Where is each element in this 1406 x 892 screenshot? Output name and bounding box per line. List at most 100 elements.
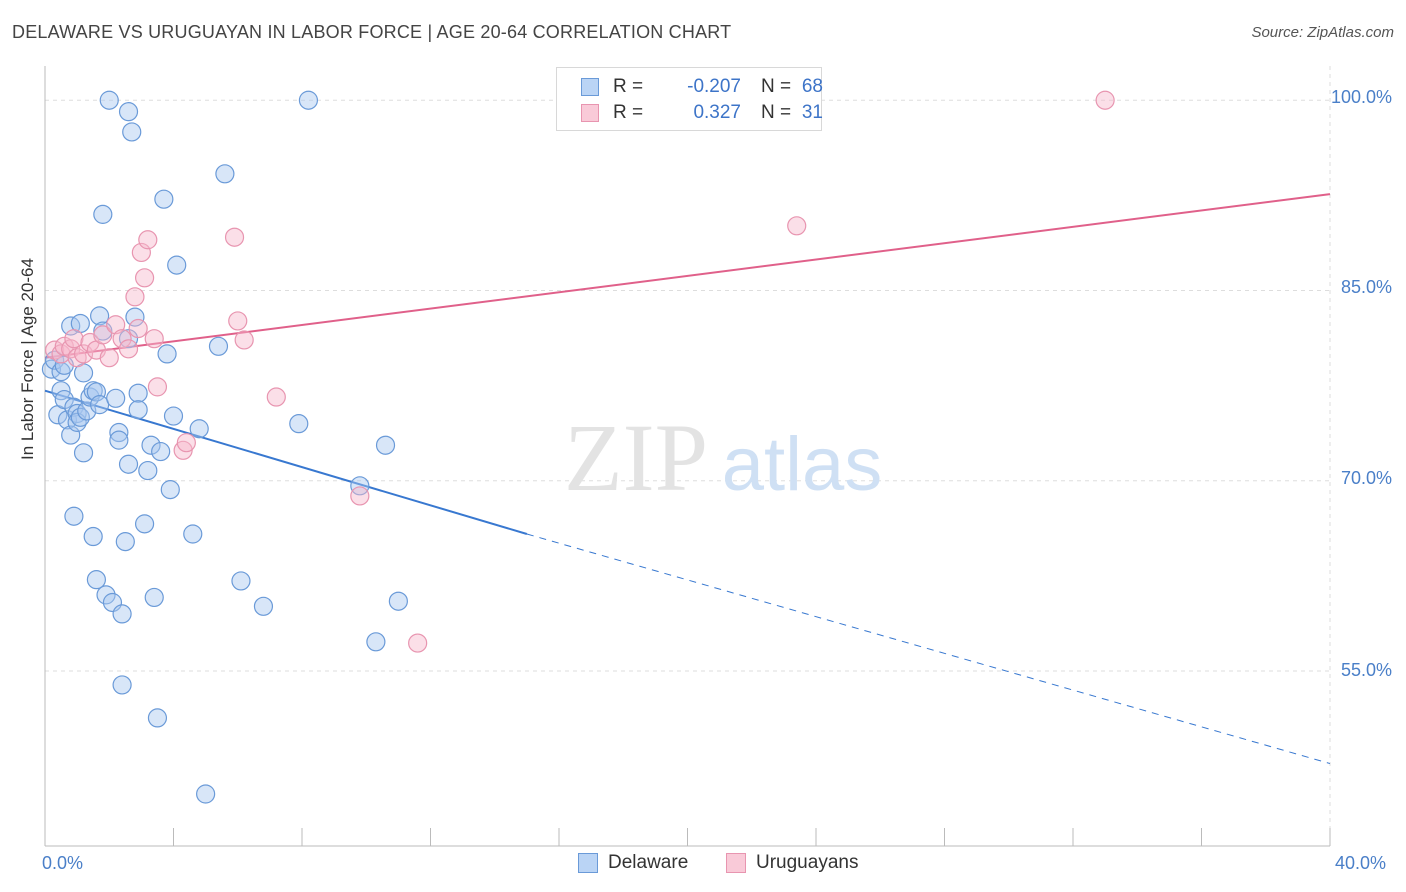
delaware-point bbox=[118, 102, 139, 122]
delaware-point bbox=[106, 388, 126, 408]
delaware-point bbox=[128, 383, 148, 403]
delaware-point bbox=[61, 425, 81, 445]
delaware-swatch bbox=[581, 78, 599, 96]
delaware-point bbox=[167, 255, 187, 275]
delaware-point bbox=[163, 406, 184, 426]
uruguayan-r-value: 0.327 bbox=[693, 102, 741, 123]
delaware-point bbox=[86, 382, 107, 402]
uruguayan-point bbox=[112, 329, 132, 349]
uruguayan-point bbox=[138, 230, 158, 250]
delaware-point bbox=[93, 204, 113, 224]
delaware-point bbox=[141, 435, 161, 455]
delaware-point bbox=[151, 441, 171, 462]
delaware-point bbox=[96, 585, 116, 605]
axes bbox=[44, 66, 1331, 847]
trend-line-delaware bbox=[44, 389, 528, 535]
uruguayan-swatch bbox=[581, 104, 599, 122]
uruguayan-point bbox=[128, 318, 148, 339]
delaware-point bbox=[122, 122, 142, 142]
y-axis-title: In Labor Force | Age 20-64 bbox=[18, 258, 37, 460]
watermark-atlas: atlas bbox=[722, 422, 883, 507]
delaware-point bbox=[231, 571, 251, 591]
trend-lines bbox=[44, 193, 1331, 765]
uruguayan-r-label: R = bbox=[613, 102, 644, 123]
x-tick-label-min: 0.0% bbox=[42, 853, 84, 873]
delaware-point bbox=[83, 526, 103, 547]
uruguayan-point bbox=[131, 242, 151, 263]
delaware-point bbox=[125, 307, 145, 327]
uruguayan-point bbox=[228, 311, 248, 331]
uruguayan-point bbox=[99, 348, 119, 368]
uruguayan-point bbox=[787, 216, 807, 236]
uruguayan-point bbox=[73, 344, 94, 364]
delaware-point bbox=[388, 591, 408, 611]
uruguayan-point bbox=[134, 268, 155, 288]
delaware-point bbox=[298, 90, 319, 110]
delaware-point bbox=[183, 524, 203, 544]
delaware-r-value: -0.207 bbox=[687, 76, 741, 97]
y-tick-label-55: 55.0% bbox=[1340, 660, 1392, 680]
delaware-point bbox=[147, 708, 168, 728]
delaware-point bbox=[366, 632, 386, 652]
delaware-point bbox=[118, 454, 139, 474]
delaware-point bbox=[138, 460, 158, 481]
delaware-point bbox=[86, 570, 107, 590]
delaware-point bbox=[54, 389, 74, 410]
uruguayan-point bbox=[408, 633, 428, 653]
delaware-point bbox=[109, 422, 129, 443]
uruguayan-point bbox=[93, 325, 113, 345]
delaware-point bbox=[118, 329, 139, 349]
delaware-point bbox=[160, 480, 180, 500]
y-tick-label-100: 100.0% bbox=[1330, 87, 1392, 107]
delaware-point bbox=[99, 90, 119, 110]
uruguayan-point bbox=[118, 339, 139, 359]
chart-title: DELAWARE VS URUGUAYAN IN LABOR FORCE | A… bbox=[12, 22, 732, 42]
delaware-point bbox=[90, 306, 110, 326]
delaware-r-label: R = bbox=[613, 76, 644, 97]
watermark: ZIP atlas bbox=[564, 404, 882, 511]
uruguayan-point bbox=[266, 387, 286, 407]
delaware-point bbox=[253, 596, 274, 616]
legend-uruguayans-swatch bbox=[726, 853, 746, 873]
delaware-point bbox=[112, 675, 132, 695]
correlation-stats-box: R = -0.207 N = 68 R = 0.327 N = 31 bbox=[556, 67, 823, 131]
delaware-point bbox=[73, 443, 94, 463]
uruguayan-point bbox=[176, 433, 196, 453]
legend-uruguayans-label: Uruguayans bbox=[756, 852, 859, 873]
uruguayan-point bbox=[1095, 90, 1115, 110]
data-points bbox=[41, 90, 1115, 804]
uruguayan-point bbox=[64, 329, 84, 349]
trend-line-uruguayans bbox=[44, 193, 1331, 359]
delaware-point bbox=[144, 587, 164, 608]
delaware-n-label: N = bbox=[761, 76, 792, 97]
legend-delaware-swatch bbox=[578, 853, 598, 873]
delaware-point bbox=[208, 336, 229, 356]
y-tick-label-85: 85.0% bbox=[1340, 277, 1392, 297]
uruguayan-point bbox=[144, 329, 164, 349]
delaware-point bbox=[115, 532, 135, 552]
delaware-point bbox=[157, 344, 177, 364]
delaware-point bbox=[128, 400, 148, 420]
uruguayan-point bbox=[106, 315, 126, 335]
delaware-point bbox=[189, 419, 209, 439]
delaware-point bbox=[375, 435, 396, 455]
delaware-point bbox=[83, 381, 103, 401]
uruguayan-n-value: 31 bbox=[801, 102, 823, 123]
source-note: Source: ZipAtlas.com bbox=[1251, 24, 1394, 41]
delaware-n-value: 68 bbox=[801, 76, 823, 97]
uruguayan-point bbox=[234, 330, 254, 350]
delaware-point bbox=[154, 189, 174, 209]
watermark-zip: ZIP bbox=[564, 404, 708, 511]
uruguayan-n-label: N = bbox=[761, 102, 792, 123]
trend-line-delaware-extension bbox=[526, 533, 1331, 765]
delaware-point bbox=[196, 784, 216, 804]
delaware-point bbox=[109, 430, 129, 450]
uruguayan-point bbox=[125, 287, 145, 307]
y-tick-label-70: 70.0% bbox=[1340, 468, 1392, 488]
delaware-point bbox=[350, 476, 370, 496]
x-tick-label-max: 40.0% bbox=[1335, 853, 1387, 873]
uruguayan-point bbox=[224, 227, 245, 247]
delaware-point bbox=[112, 604, 132, 624]
uruguayan-point bbox=[350, 486, 370, 506]
